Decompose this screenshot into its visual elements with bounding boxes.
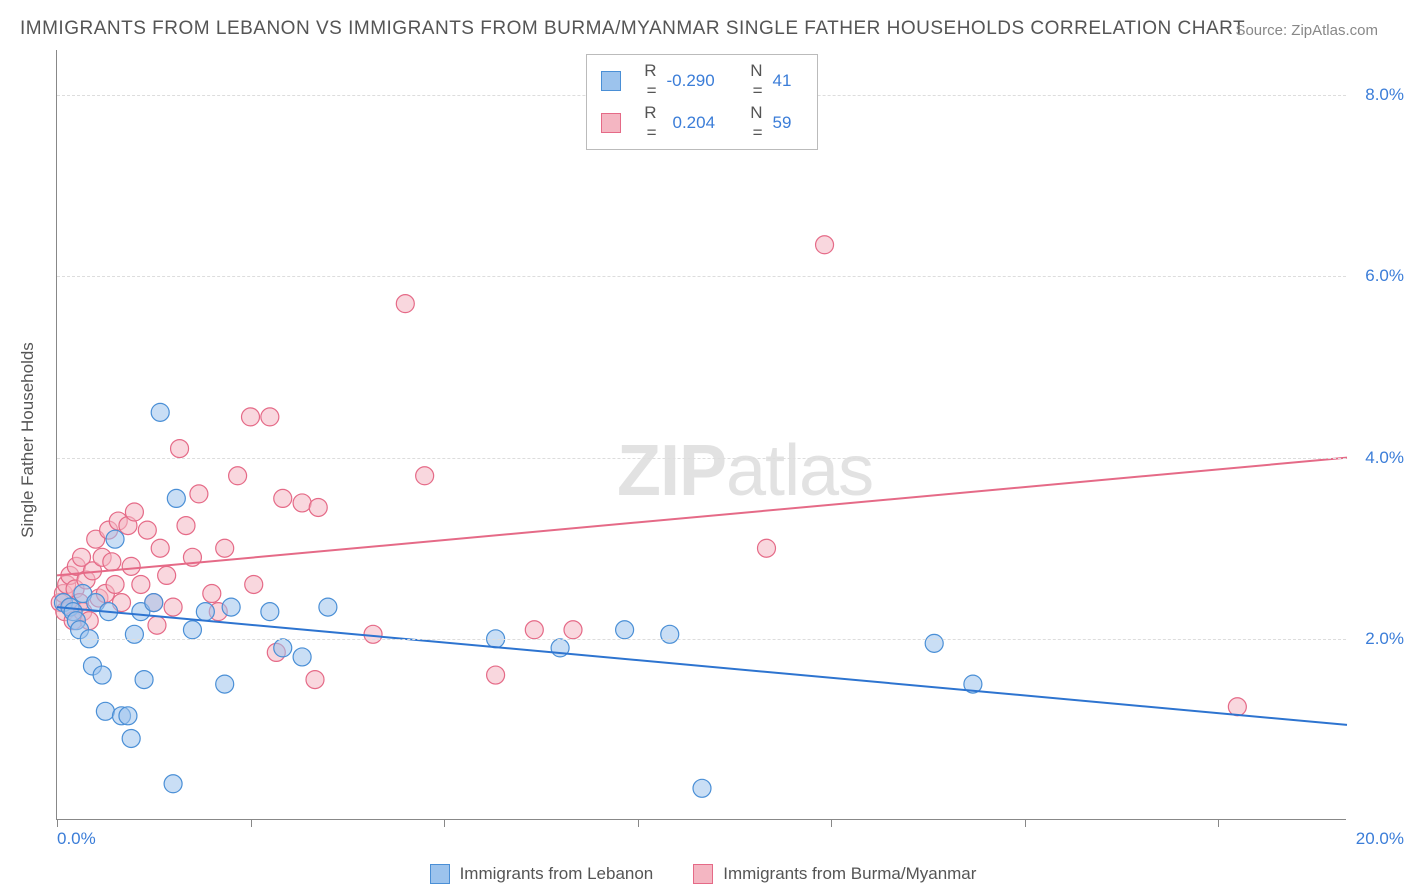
r-value-lebanon: -0.290 [667,71,727,91]
point-burma [261,408,279,426]
point-lebanon [183,621,201,639]
point-lebanon [693,779,711,797]
point-burma [242,408,260,426]
point-burma [125,503,143,521]
n-label: N = [737,103,763,143]
x-tick [1025,819,1026,827]
point-lebanon [122,729,140,747]
point-burma [158,566,176,584]
y-axis-label: Single Father Households [18,342,38,538]
point-burma [190,485,208,503]
swatch-lebanon-bottom [430,864,450,884]
point-lebanon [93,666,111,684]
x-tick [831,819,832,827]
point-lebanon [145,594,163,612]
r-label: R = [631,61,657,101]
point-burma [309,498,327,516]
point-lebanon [164,775,182,793]
swatch-lebanon [601,71,621,91]
point-burma [103,553,121,571]
x-tick [57,819,58,827]
point-burma [122,557,140,575]
point-burma [229,467,247,485]
x-tick [444,819,445,827]
x-tick-label: 0.0% [57,829,96,849]
grid-line [57,639,1346,640]
x-tick [638,819,639,827]
point-burma [306,671,324,689]
point-burma [171,440,189,458]
point-lebanon [261,603,279,621]
point-burma [364,625,382,643]
point-lebanon [293,648,311,666]
source-label: Source: ZipAtlas.com [1235,22,1378,39]
point-lebanon [661,625,679,643]
point-burma [151,539,169,557]
legend-label-lebanon: Immigrants from Lebanon [460,864,654,884]
point-burma [487,666,505,684]
point-lebanon [135,671,153,689]
point-lebanon [119,707,137,725]
stats-row-lebanon: R = -0.290 N = 41 [601,61,803,101]
point-burma [816,236,834,254]
point-burma [216,539,234,557]
point-lebanon [151,403,169,421]
stats-legend: R = -0.290 N = 41 R = 0.204 N = 59 [586,54,818,150]
point-burma [177,517,195,535]
point-lebanon [106,530,124,548]
point-burma [758,539,776,557]
stats-row-burma: R = 0.204 N = 59 [601,103,803,143]
point-lebanon [274,639,292,657]
x-tick-label: 20.0% [1356,829,1404,849]
point-lebanon [216,675,234,693]
n-label: N = [737,61,763,101]
y-tick-label: 8.0% [1365,85,1404,105]
y-tick-label: 4.0% [1365,448,1404,468]
bottom-legend: Immigrants from Lebanon Immigrants from … [0,864,1406,884]
chart-title: IMMIGRANTS FROM LEBANON VS IMMIGRANTS FR… [20,18,1245,40]
point-burma [138,521,156,539]
point-burma [164,598,182,616]
point-burma [396,295,414,313]
n-value-burma: 59 [773,113,803,133]
point-burma [564,621,582,639]
point-burma [416,467,434,485]
point-lebanon [925,634,943,652]
point-burma [1228,698,1246,716]
swatch-burma-bottom [693,864,713,884]
x-tick [251,819,252,827]
trendline-burma [57,458,1347,576]
point-burma [148,616,166,634]
point-lebanon [222,598,240,616]
legend-item-burma: Immigrants from Burma/Myanmar [693,864,976,884]
point-burma [525,621,543,639]
y-tick-label: 2.0% [1365,629,1404,649]
legend-item-lebanon: Immigrants from Lebanon [430,864,654,884]
chart-svg [57,50,1346,819]
point-lebanon [125,625,143,643]
r-label: R = [631,103,657,143]
grid-line [57,458,1346,459]
swatch-burma [601,113,621,133]
point-burma [106,575,124,593]
point-lebanon [96,702,114,720]
legend-label-burma: Immigrants from Burma/Myanmar [723,864,976,884]
point-burma [132,575,150,593]
y-tick-label: 6.0% [1365,266,1404,286]
point-burma [293,494,311,512]
point-lebanon [196,603,214,621]
point-lebanon [616,621,634,639]
point-burma [245,575,263,593]
point-lebanon [319,598,337,616]
trendline-lebanon [57,607,1347,725]
point-burma [274,489,292,507]
n-value-lebanon: 41 [773,71,803,91]
x-tick [1218,819,1219,827]
grid-line [57,276,1346,277]
point-burma [203,585,221,603]
point-lebanon [167,489,185,507]
plot-area: ZIPatlas R = -0.290 N = 41 R = 0.204 N =… [56,50,1346,820]
r-value-burma: 0.204 [667,113,727,133]
